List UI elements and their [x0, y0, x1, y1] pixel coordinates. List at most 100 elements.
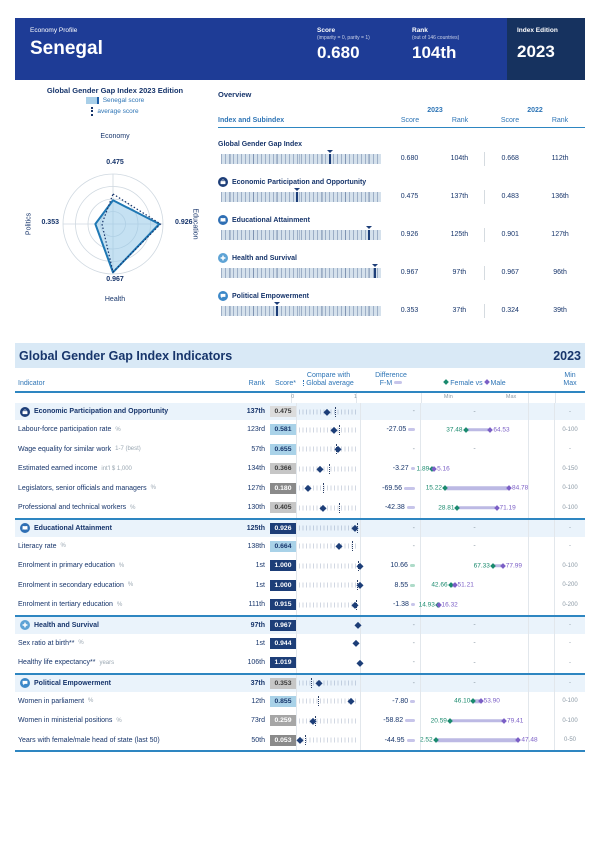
- indicator-unit: %: [116, 601, 123, 608]
- indicator-label: Labour-force participation rate: [18, 426, 112, 434]
- overview-row: Economic Participation and Opportunity 0…: [218, 176, 585, 204]
- female-male-track: 67.33 77.99: [431, 556, 523, 576]
- score-pill: 0.475: [270, 406, 296, 417]
- indicator-label: Healthy life expectancy**: [18, 659, 96, 667]
- female-male-bar: [465, 428, 491, 432]
- difference-cell: -58.82: [361, 711, 421, 731]
- senegal-marker: [293, 188, 300, 202]
- female-male-dash: -: [473, 621, 476, 629]
- score-distribution-strip: [221, 188, 381, 202]
- male-diamond: [515, 737, 522, 744]
- indicator-unit: %: [78, 640, 84, 647]
- difference-value: 10.66: [390, 562, 408, 570]
- indicators-title: Global Gender Gap Index Indicators: [19, 348, 233, 363]
- axis-politics-label: Politics: [25, 212, 33, 236]
- compare-cell: [296, 616, 362, 634]
- difference-bar: [406, 738, 415, 742]
- female-value: 42.66: [431, 581, 448, 589]
- difference-bar: [410, 467, 415, 471]
- section-header-row: Economic Participation and Opportunity 1…: [15, 403, 585, 420]
- col-compare: Compare with Global average: [296, 372, 361, 388]
- col-female-male: Female vs Male: [421, 379, 529, 388]
- overview-title: Overview: [218, 90, 252, 99]
- score-diamond: [297, 737, 304, 744]
- indicators-year: 2023: [553, 348, 581, 363]
- male-value: 53.90: [483, 697, 500, 705]
- rank-value: 1st: [255, 562, 265, 570]
- minmax-value: 0-200: [562, 601, 578, 608]
- score-diamond: [323, 408, 331, 415]
- indicator-row: Wage equality for similar work 1-7 (best)…: [15, 439, 585, 459]
- compare-cell: [296, 420, 361, 440]
- index-edition: Index Edition 2023: [507, 18, 585, 80]
- indicator-unit: %: [130, 504, 136, 511]
- score-diamond: [354, 621, 362, 629]
- rank-2022: 112th: [551, 155, 569, 162]
- header-score: Score (imparity = 0, parity = 1) 0.680: [317, 18, 412, 80]
- male-diamond-icon: [483, 379, 490, 385]
- global-average-line: [334, 406, 336, 417]
- difference-dash: -: [412, 408, 415, 415]
- legend-senegal: Senegal score: [25, 95, 205, 106]
- indicator-row: Women in ministerial positions% 73rd 0.2…: [15, 711, 585, 731]
- minmax-value: -: [569, 446, 571, 453]
- female-male-cell: 42.66 51.21: [421, 575, 529, 595]
- rank-value: 138th: [247, 542, 265, 550]
- rank-value: 125th: [246, 524, 265, 532]
- col-minmax: Min Max: [563, 372, 577, 387]
- female-male-track: 28.81 71.19: [431, 498, 523, 518]
- score-pill: 0.405: [270, 502, 296, 514]
- rank-2023: 97th: [452, 269, 467, 276]
- average-dotted-icon: [91, 107, 94, 116]
- difference-cell: -: [361, 653, 421, 673]
- rank-value: 37th: [250, 679, 265, 687]
- score-diamond: [347, 698, 355, 705]
- compare-cell: [296, 711, 361, 731]
- male-value: 84.78: [512, 484, 529, 492]
- indicator-label: Estimated earned income: [18, 465, 98, 473]
- score-pill: 1.019: [270, 657, 296, 669]
- indicator-label: Women in parliament: [18, 697, 85, 705]
- male-diamond: [501, 717, 507, 724]
- indicator-row: Enrolment in tertiary education% 111th 0…: [15, 595, 585, 615]
- senegal-marker: [274, 302, 281, 316]
- difference-bar: [405, 719, 415, 723]
- difference-cell: 10.66: [361, 556, 421, 576]
- legend-senegal-label: Senegal score: [102, 97, 145, 104]
- difference-cell: -44.95: [361, 730, 421, 750]
- score-pill: 0.581: [270, 424, 296, 436]
- scale-max: Max: [505, 394, 517, 400]
- rank-value: 12th: [251, 697, 265, 705]
- difference-dash: -: [412, 524, 415, 532]
- difference-dash: -: [412, 679, 415, 687]
- rank-2023: 125th: [450, 231, 469, 238]
- difference-value: -7.80: [392, 697, 409, 705]
- indicator-unit: %: [150, 485, 157, 492]
- indicator-section: Political Empowerment 37th 0.353 - - - W…: [15, 672, 585, 750]
- indicator-label: Professional and technical workers: [18, 504, 127, 512]
- female-male-dash: -: [473, 408, 476, 415]
- difference-cell: -27.05: [361, 420, 421, 440]
- minmax-value: -: [569, 543, 571, 550]
- overview-block: Overview 2023 2022 Index and Subindex Sc…: [218, 90, 585, 318]
- indicator-label: Enrolment in tertiary education: [18, 601, 113, 609]
- economy-icon: [20, 406, 30, 417]
- difference-cell: -: [361, 439, 421, 459]
- scale-labels-row: 0 1 Min Max: [15, 393, 585, 403]
- male-diamond: [506, 485, 512, 492]
- minmax-value: -: [569, 525, 571, 531]
- score-label: Score: [317, 27, 336, 34]
- female-male-dash: -: [473, 524, 476, 532]
- score-distribution-strip: [221, 302, 381, 316]
- difference-bar: [410, 603, 415, 607]
- score-diamond: [335, 543, 343, 550]
- female-male-track: 37.48 64.53: [431, 420, 523, 440]
- male-value: 64.53: [493, 426, 510, 434]
- global-average-line: [351, 541, 353, 552]
- female-male-cell: -: [421, 403, 529, 420]
- difference-dash: -: [412, 445, 415, 453]
- indicator-label: Health and Survival: [34, 621, 99, 629]
- score-2022: 0.324: [484, 304, 535, 318]
- politics-icon: [20, 678, 30, 688]
- indicator-label: Political Empowerment: [34, 679, 112, 687]
